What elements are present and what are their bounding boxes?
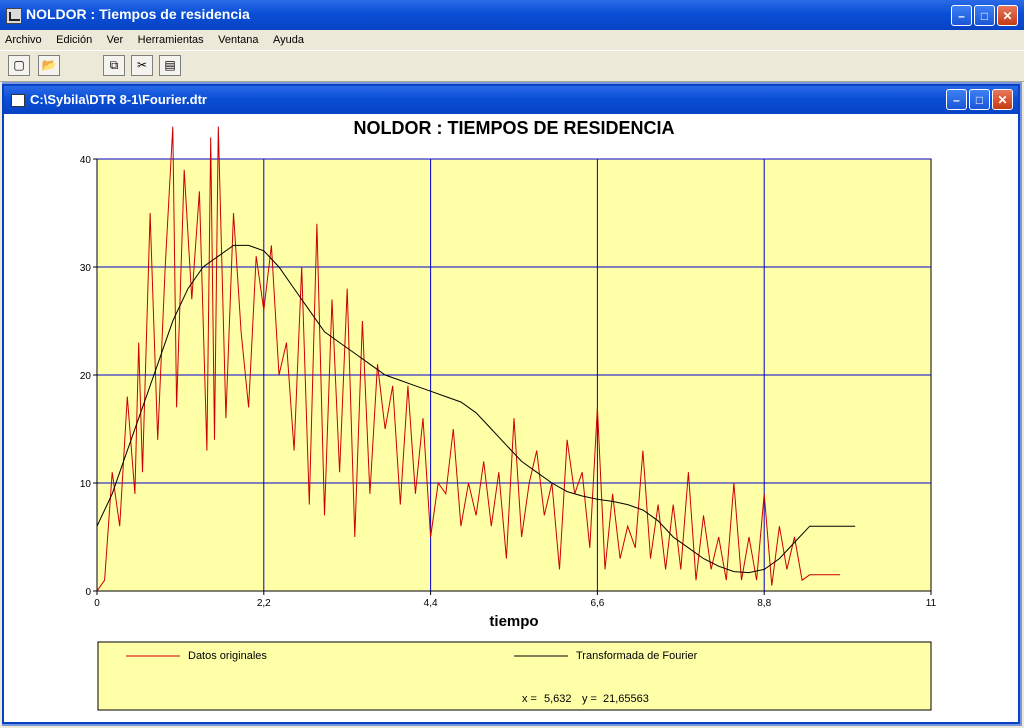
menu-archivo[interactable]: Archivo xyxy=(5,34,42,46)
chart-svg[interactable]: NOLDOR : TIEMPOS DE RESIDENCIA 0 10 20 30 40… xyxy=(14,114,1008,718)
doc-maximize-button[interactable]: □ xyxy=(969,89,990,110)
y-axis: 0 10 20 30 40 xyxy=(80,155,97,598)
x-tick-label: 8,8 xyxy=(757,598,771,609)
y-tick-label: 30 xyxy=(80,263,92,274)
menu-ventana[interactable]: Ventana xyxy=(218,34,259,46)
plot-series xyxy=(97,126,856,591)
menu-edicion[interactable]: Edición xyxy=(56,34,93,46)
readout-x-label: x = xyxy=(522,693,537,705)
document-title: C:\Sybila\DTR 8-1\Fourier.dtr xyxy=(30,92,207,107)
main-window-title: NOLDOR : Tiempos de residencia xyxy=(26,6,250,22)
y-tick-label: 40 xyxy=(80,155,92,166)
readout-y-label: y = xyxy=(582,693,597,705)
document-titlebar[interactable]: C:\Sybila\DTR 8-1\Fourier.dtr – □ ✕ xyxy=(4,86,1018,114)
series-line-transformada-fourier xyxy=(97,244,856,574)
menu-ver[interactable]: Ver xyxy=(106,34,124,46)
y-tick-label: 10 xyxy=(80,479,92,490)
menu-bar: Archivo Edición Ver Herramientas Ventana… xyxy=(0,30,1024,50)
x-tick-label: 2,2 xyxy=(257,598,271,609)
new-icon[interactable]: ▢ xyxy=(8,55,30,76)
series-line-datos-originales xyxy=(97,126,840,591)
maximize-button[interactable]: □ xyxy=(974,5,995,26)
grid-lines xyxy=(97,158,931,591)
toolbar: ▢ 📂 ⧉ ✂ ▤ xyxy=(0,50,1024,82)
readout-x-value: 5,632 xyxy=(544,693,572,705)
menu-herramientas[interactable]: Herramientas xyxy=(137,34,204,46)
x-tick-label: 11 xyxy=(926,598,937,609)
legend-label-fourier: Transformada de Fourier xyxy=(576,650,698,662)
open-icon[interactable]: 📂 xyxy=(38,55,60,76)
legend-label-datos: Datos originales xyxy=(188,650,267,662)
minimize-button[interactable]: – xyxy=(951,5,972,26)
cut-icon[interactable]: ✂ xyxy=(131,55,153,76)
y-tick-label: 0 xyxy=(85,587,91,598)
x-tick-label: 6,6 xyxy=(590,598,604,609)
readout-y-value: 21,65563 xyxy=(603,693,649,705)
document-window[interactable]: C:\Sybila\DTR 8-1\Fourier.dtr – □ ✕ NOLD… xyxy=(2,84,1020,724)
x-axis-label: tiempo xyxy=(489,613,538,630)
chart-area: NOLDOR : TIEMPOS DE RESIDENCIA 0 10 20 30 40… xyxy=(14,114,1008,723)
chart-title: NOLDOR : TIEMPOS DE RESIDENCIA xyxy=(353,118,674,138)
y-tick-label: 20 xyxy=(80,371,92,382)
paste-icon[interactable]: ▤ xyxy=(159,55,181,76)
x-axis: 0 2,2 4,4 6,6 8,8 11 xyxy=(94,591,937,609)
menu-ayuda[interactable]: Ayuda xyxy=(272,34,304,46)
x-tick-label: 0 xyxy=(94,598,100,609)
doc-minimize-button[interactable]: – xyxy=(946,89,967,110)
copy-icon[interactable]: ⧉ xyxy=(103,55,125,76)
close-button[interactable]: ✕ xyxy=(997,5,1018,26)
legend-box xyxy=(97,641,932,711)
main-titlebar[interactable]: NOLDOR : Tiempos de residencia – □ ✕ xyxy=(0,0,1024,30)
doc-close-button[interactable]: ✕ xyxy=(992,89,1013,110)
x-tick-label: 4,4 xyxy=(424,598,438,609)
document-icon[interactable] xyxy=(11,94,25,107)
app-icon[interactable] xyxy=(6,8,22,24)
